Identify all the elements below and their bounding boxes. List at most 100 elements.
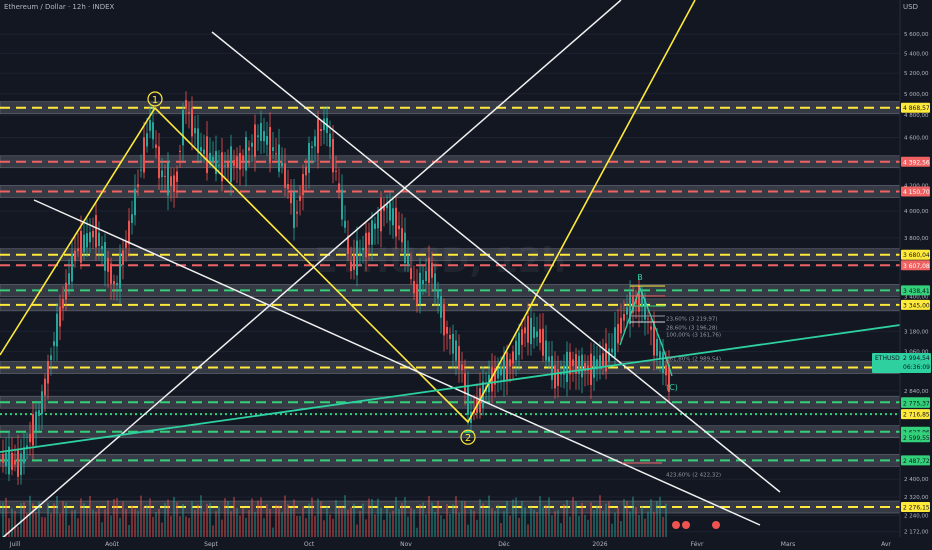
candle-body: [350, 261, 352, 271]
candle-body: [596, 359, 598, 370]
candle-body: [503, 355, 505, 382]
y-tick-label: 2 172,00: [904, 530, 929, 536]
volume-bar: [449, 513, 451, 537]
candle-body: [92, 230, 94, 238]
price-tag-label: 2 775,37: [903, 400, 930, 407]
volume-bar: [659, 496, 661, 537]
volume-bar: [539, 496, 541, 537]
candle-body: [53, 341, 55, 346]
candle-body: [50, 355, 52, 360]
candle-body: [386, 204, 388, 209]
candle-body: [74, 250, 76, 261]
volume-bar: [173, 496, 175, 537]
candle-body: [290, 192, 292, 204]
volume-bar: [59, 513, 61, 537]
volume-bar: [584, 514, 586, 537]
candle-body: [464, 373, 466, 394]
candle-body: [68, 273, 70, 285]
candle-body: [530, 317, 532, 345]
volume-bar: [263, 518, 265, 537]
volume-bar: [47, 502, 49, 537]
volume-bar: [578, 515, 580, 537]
volume-bar: [623, 499, 625, 537]
volume-bar: [428, 495, 430, 537]
volume-bar: [98, 506, 100, 537]
volume-bar: [602, 510, 604, 537]
candle-body: [452, 333, 454, 354]
candle-body: [617, 324, 619, 344]
candle-body: [650, 326, 652, 330]
candle-body: [257, 135, 259, 137]
volume-bar: [134, 509, 136, 537]
candle-body: [77, 248, 79, 252]
volume-bar: [164, 502, 166, 537]
volume-bar: [272, 527, 274, 537]
volume-bar: [257, 500, 259, 537]
chart-title: Ethereum / Dollar · 12h · INDEX: [4, 3, 115, 11]
volume-bar: [521, 500, 523, 537]
volume-bar: [203, 511, 205, 537]
candle-body: [71, 253, 73, 282]
candle-body: [11, 452, 13, 470]
price-tag-label: 3 680,04: [903, 252, 930, 259]
candle-body: [308, 143, 310, 173]
volume-bar: [359, 510, 361, 537]
volume-bar: [554, 511, 556, 537]
candle-body: [401, 228, 403, 243]
y-tick-label: 4 800,00: [904, 113, 929, 119]
candle-body: [176, 171, 178, 182]
candle-body: [167, 162, 169, 196]
volume-bar: [233, 497, 235, 537]
candle-body: [389, 202, 391, 221]
candle-body: [146, 133, 148, 147]
candle-body: [614, 327, 616, 358]
x-tick-label: Août: [105, 541, 119, 548]
candle-body: [323, 118, 325, 131]
volume-bar: [191, 501, 193, 537]
candle-body: [98, 232, 100, 246]
volume-bar: [515, 497, 517, 537]
volume-bar: [551, 515, 553, 537]
candle-body: [653, 321, 655, 356]
volume-bar: [281, 512, 283, 537]
price-tag: [901, 249, 930, 260]
candle-body: [194, 128, 196, 134]
volume-bar: [362, 503, 364, 537]
candle-body: [608, 348, 610, 362]
price-tag: [901, 502, 930, 513]
volume-bar: [590, 502, 592, 537]
candle-body: [383, 205, 385, 211]
candle-body: [203, 149, 205, 154]
candle-body: [518, 332, 520, 355]
candle-body: [140, 169, 142, 171]
candle-body: [422, 280, 424, 285]
volume-bar: [89, 495, 91, 537]
volume-bar: [416, 527, 418, 537]
candle-body: [491, 366, 493, 392]
candle-body: [371, 220, 373, 245]
event-icon: [712, 521, 720, 529]
candle-body: [272, 147, 274, 151]
volume-bar: [299, 515, 301, 537]
candle-body: [560, 373, 562, 375]
candle-body: [260, 122, 262, 141]
candle-body: [62, 298, 64, 309]
volume-bar: [440, 515, 442, 537]
volume-bar: [383, 519, 385, 537]
candle-body: [293, 191, 295, 229]
volume-bar: [635, 506, 637, 537]
candle-body: [545, 340, 547, 361]
candle-body: [557, 369, 559, 386]
volume-bar: [302, 506, 304, 537]
volume-bar: [485, 508, 487, 537]
candle-body: [23, 447, 25, 464]
volume-bar: [491, 508, 493, 537]
candle-body: [65, 282, 67, 300]
volume-bar: [335, 499, 337, 537]
candle-body: [377, 212, 379, 229]
candle-body: [32, 414, 34, 446]
white-trend-line: [0, 0, 622, 541]
volume-bar: [656, 501, 658, 537]
